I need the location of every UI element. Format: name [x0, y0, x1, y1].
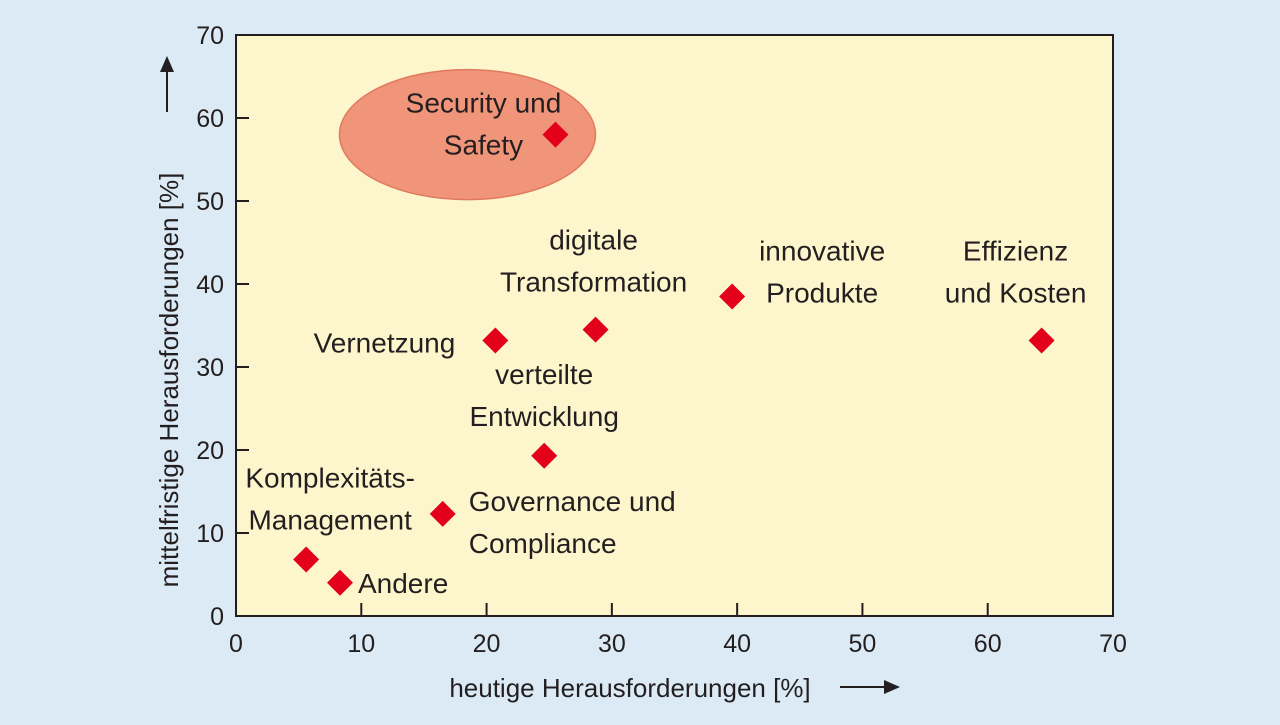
point-label-governance: Compliance	[469, 528, 617, 559]
data-point-vernetzung	[482, 327, 509, 354]
y-tick-label: 60	[196, 105, 224, 133]
y-tick-label: 10	[196, 520, 224, 548]
data-point-security	[542, 121, 569, 148]
x-tick-label: 70	[1099, 630, 1127, 658]
y-tick-label: 50	[196, 188, 224, 216]
y-axis-title: mittelfristige Herausforderungen [%]	[154, 173, 184, 588]
x-tick-label: 0	[229, 630, 243, 658]
x-tick-label: 20	[473, 630, 501, 658]
point-label-effizienz: und Kosten	[945, 277, 1087, 308]
x-tick-label: 60	[974, 630, 1002, 658]
x-axis-arrow	[840, 680, 900, 694]
data-point-governance	[429, 500, 456, 527]
point-label-digital: digitale	[549, 225, 638, 256]
x-axis-title: heutige Herausforderungen [%]	[449, 673, 810, 703]
data-point-komplex	[293, 546, 320, 573]
y-tick-label: 30	[196, 354, 224, 382]
point-label-security: Security und	[406, 88, 562, 119]
point-label-verteilte: verteilte	[495, 359, 593, 390]
data-point-effizienz	[1028, 327, 1055, 354]
x-tick-label: 30	[598, 630, 626, 658]
data-point-innovative	[719, 283, 746, 310]
y-axis-arrow	[160, 56, 174, 112]
point-label-innovative: Produkte	[766, 277, 878, 308]
y-tick-label: 0	[210, 603, 224, 631]
point-label-innovative: innovative	[759, 235, 885, 266]
data-point-andere	[326, 569, 353, 596]
point-label-governance: Governance und	[469, 486, 676, 517]
y-tick-label: 40	[196, 271, 224, 299]
data-point-digital	[582, 316, 609, 343]
point-label-komplex: Management	[248, 505, 412, 536]
point-label-andere: Andere	[358, 568, 448, 599]
point-label-security: Safety	[444, 130, 523, 161]
x-tick-label: 40	[723, 630, 751, 658]
point-label-vernetzung: Vernetzung	[314, 327, 456, 358]
x-tick-label: 50	[849, 630, 877, 658]
x-tick-label: 10	[347, 630, 375, 658]
point-label-digital: Transformation	[500, 267, 687, 298]
highlight-ellipse	[338, 68, 597, 201]
point-label-effizienz: Effizienz	[963, 235, 1068, 266]
y-tick-label: 20	[196, 437, 224, 465]
data-point-verteilte	[531, 442, 558, 469]
y-tick-label: 70	[196, 22, 224, 50]
point-label-komplex: Komplexitäts-	[245, 463, 415, 494]
point-label-verteilte: Entwicklung	[469, 401, 618, 432]
